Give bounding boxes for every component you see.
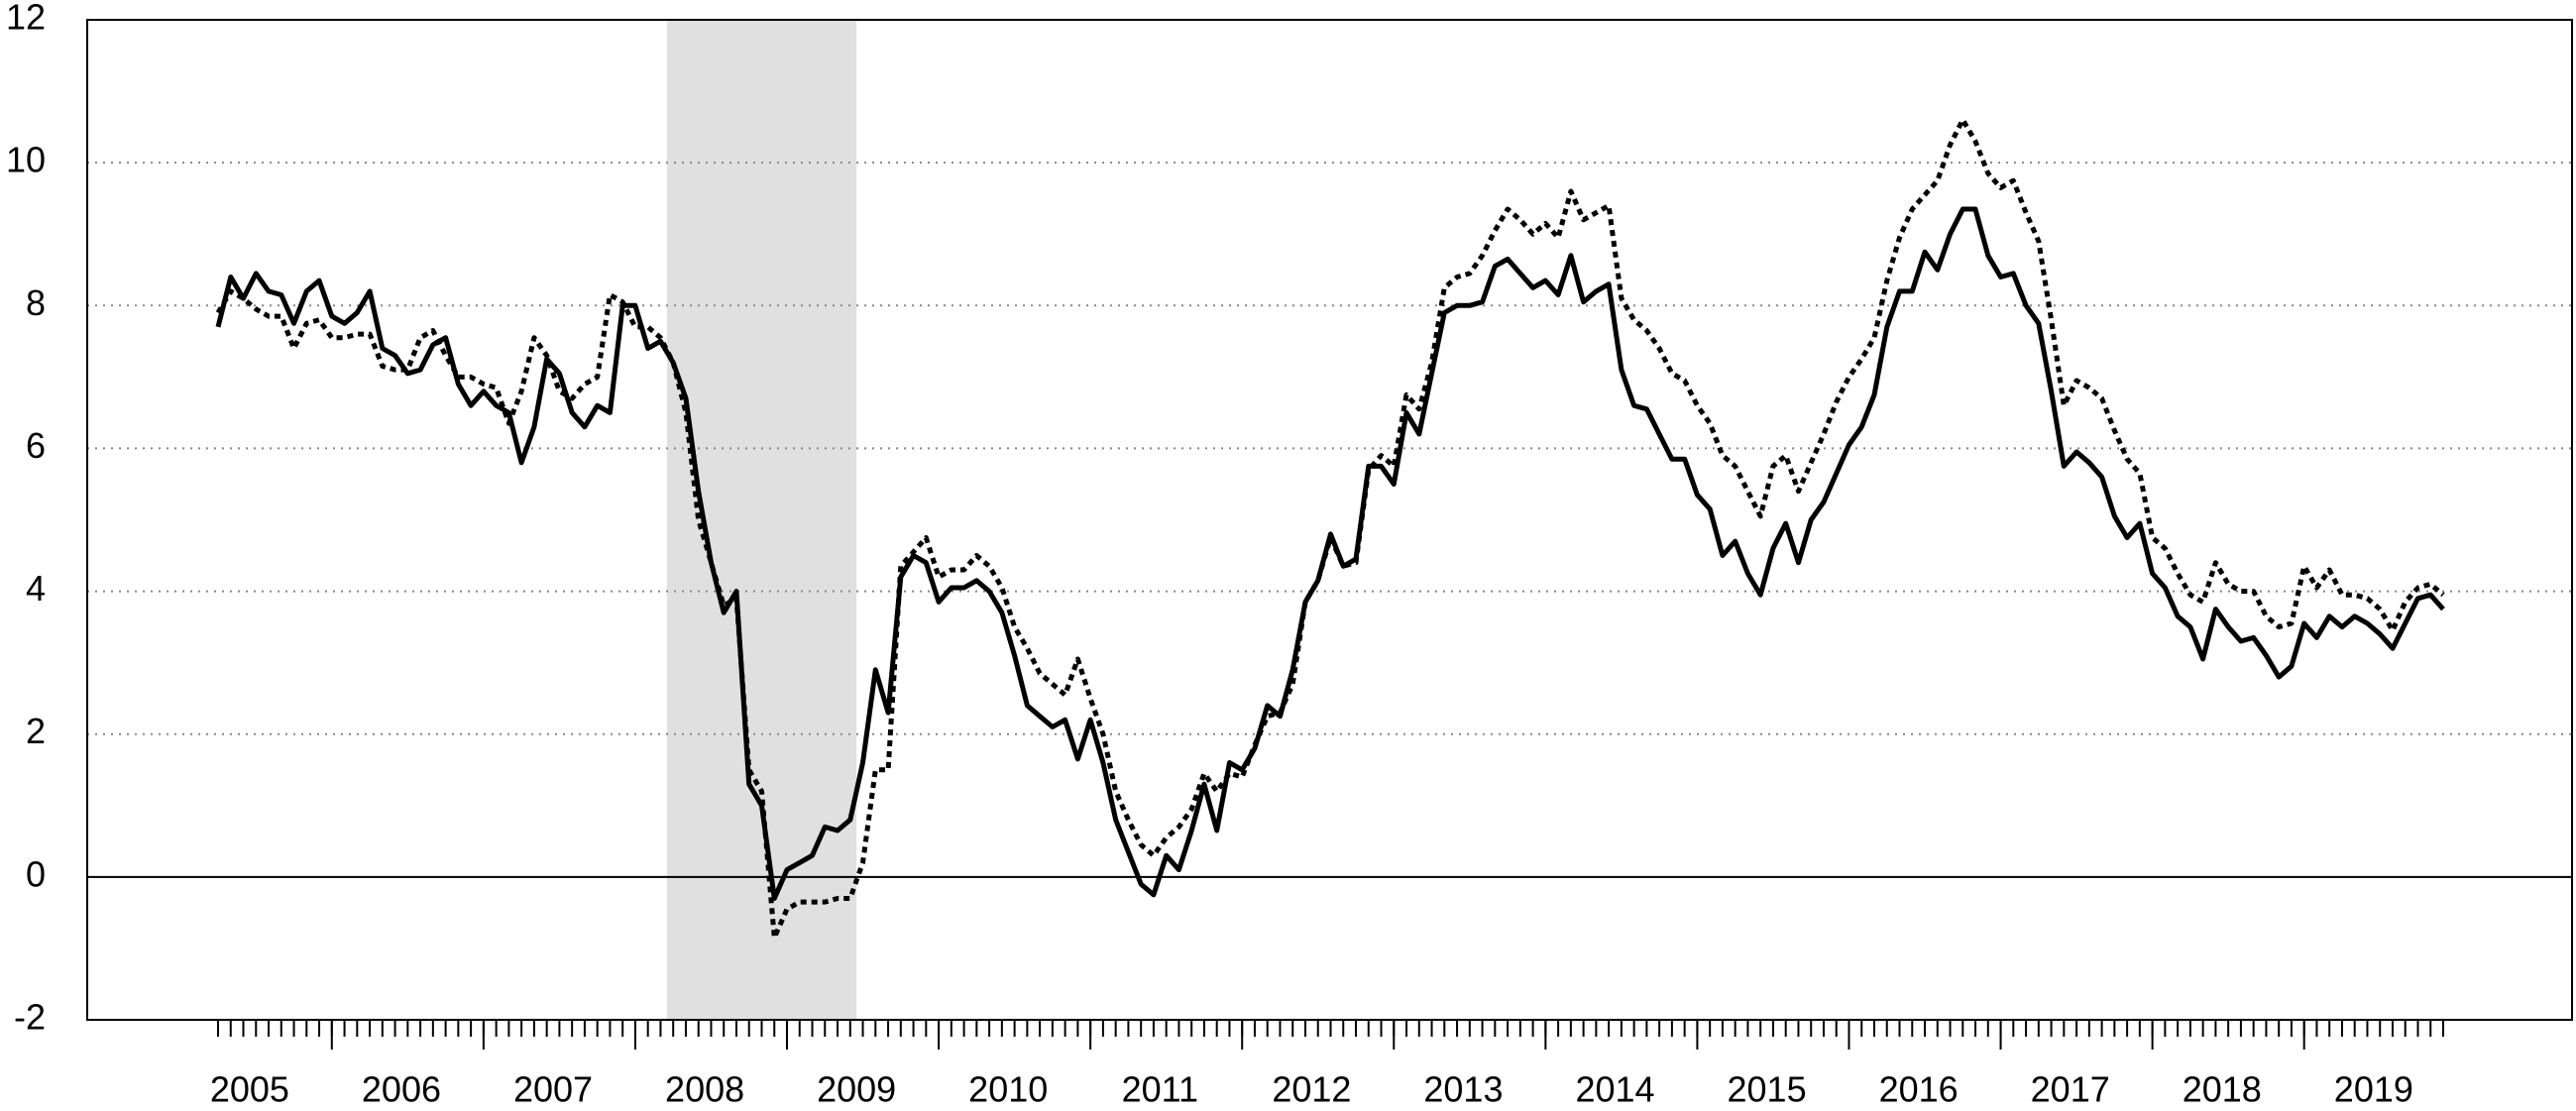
x-tick-label: 2007 bbox=[513, 1069, 593, 1110]
x-tick-label: 2008 bbox=[665, 1069, 744, 1110]
series-line bbox=[215, 117, 2445, 941]
shaded-period bbox=[666, 20, 857, 1020]
x-tick-label: 2011 bbox=[1122, 1069, 1198, 1110]
x-tick-label: 2014 bbox=[1575, 1069, 1654, 1110]
x-tick-label: 2006 bbox=[362, 1069, 441, 1110]
plot-frame bbox=[86, 19, 2573, 1021]
x-tick-label: 2009 bbox=[817, 1069, 896, 1110]
y-tick-label: 10 bbox=[6, 140, 46, 180]
x-tick-label: 2013 bbox=[1423, 1069, 1503, 1110]
x-tick-label: 2019 bbox=[2334, 1069, 2413, 1110]
x-tick-label: 2018 bbox=[2183, 1069, 2262, 1110]
x-tick-label: 2017 bbox=[2031, 1069, 2110, 1110]
y-tick-label: 2 bbox=[26, 711, 46, 751]
x-tick-label: 2010 bbox=[968, 1069, 1048, 1110]
x-tick-label: 2016 bbox=[1879, 1069, 1959, 1110]
y-tick-label: 0 bbox=[26, 853, 46, 894]
y-tick-label: -2 bbox=[14, 997, 46, 1038]
y-tick-label: 12 bbox=[6, 0, 46, 38]
x-tick-label: 2005 bbox=[210, 1069, 289, 1110]
y-tick-label: 6 bbox=[26, 425, 46, 466]
x-tick-label: 2015 bbox=[1728, 1069, 1807, 1110]
series-line bbox=[215, 206, 2445, 901]
x-tick-label: 2012 bbox=[1272, 1069, 1351, 1110]
y-tick-label: 8 bbox=[26, 282, 46, 323]
y-tick-label: 4 bbox=[26, 568, 46, 609]
